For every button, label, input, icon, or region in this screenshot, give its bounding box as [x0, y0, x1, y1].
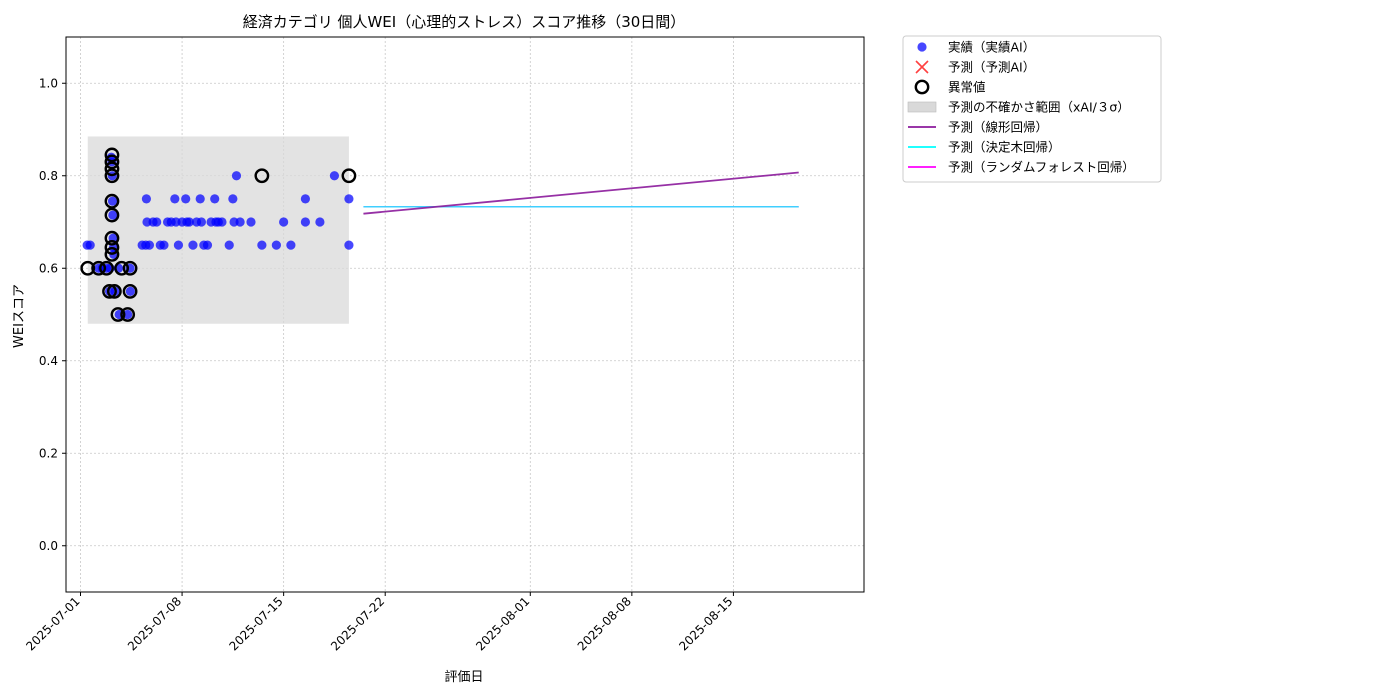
anomaly-marker	[254, 168, 270, 184]
y-tick-label: 0.4	[39, 354, 58, 368]
actual-point	[246, 217, 256, 227]
y-tick-label: 0.8	[39, 169, 58, 183]
legend-band-patch	[907, 101, 937, 113]
actual-point	[271, 240, 281, 250]
actual-point	[125, 286, 135, 296]
plot-area: 0.0 0.2 0.4 0.6 0.8 1.0 2025-07-01 2025-07-08 20…	[23, 36, 865, 653]
prediction-line-linear	[363, 171, 799, 215]
axes-frame	[65, 36, 865, 593]
anomaly-marker	[104, 193, 120, 209]
actual-point	[300, 217, 310, 227]
legend-label-tree: 予測（決定木回帰）	[948, 140, 1061, 155]
actual-point	[210, 194, 220, 204]
actual-point	[315, 217, 325, 227]
legend-label-forest: 予測（ランダムフォレスト回帰）	[948, 160, 1135, 175]
x-tick-label: 2025-07-15	[227, 594, 286, 653]
x-tick-label: 2025-07-01	[23, 594, 82, 653]
actual-point	[173, 240, 184, 250]
anomaly-marker	[104, 154, 120, 170]
actual-point	[329, 171, 340, 181]
legend-label-anomaly: 異常値	[948, 80, 986, 95]
anomaly-marker	[80, 260, 96, 276]
anomaly-marker	[122, 283, 138, 299]
actual-point	[231, 171, 242, 181]
actual-point	[217, 217, 227, 227]
actual-point	[107, 196, 118, 206]
chart-title: 経済カテゴリ 個人WEI（心理的ストレス）スコア推移（30日間）	[243, 13, 686, 31]
actual-point	[144, 240, 155, 250]
anomaly-marker	[341, 168, 357, 184]
actual-point	[202, 240, 213, 250]
actual-point	[344, 194, 354, 204]
legend-label-actual: 実績（実績AI）	[948, 40, 1035, 55]
y-tick-label: 1.0	[39, 76, 58, 90]
actual-point	[224, 240, 234, 250]
actual-point	[300, 194, 310, 204]
anomaly-marker	[91, 260, 107, 276]
actual-point	[181, 194, 191, 204]
actual-point	[257, 240, 267, 250]
actual-point	[228, 194, 238, 204]
actual-point	[188, 240, 198, 250]
actual-point	[170, 194, 180, 204]
actual-point	[152, 217, 162, 227]
actual-point	[85, 240, 95, 250]
anomaly-marker	[102, 283, 117, 299]
legend-label-predicted: 予測（予測AI）	[948, 60, 1035, 75]
actual-point	[195, 194, 205, 204]
actual-point	[108, 210, 118, 220]
y-tick-label: 0.0	[39, 539, 58, 553]
actual-point	[196, 217, 207, 227]
actual-point	[159, 240, 169, 250]
actual-point	[235, 217, 245, 227]
x-axis-label: 評価日	[444, 670, 483, 685]
anomaly-marker	[104, 168, 120, 184]
legend-actual-marker	[917, 42, 927, 52]
actual-point	[344, 240, 354, 250]
x-tick-label: 2025-08-15	[676, 594, 735, 653]
anomaly-marker	[122, 260, 138, 276]
anomaly-marker	[104, 230, 120, 246]
anomaly-marker	[106, 283, 122, 299]
anomaly-marker	[104, 207, 120, 223]
anomaly-marker	[120, 307, 136, 322]
actual-point	[184, 217, 194, 227]
anomaly-marker	[104, 161, 120, 177]
y-axis-label: WEIスコア	[12, 284, 27, 348]
anomaly-marker	[104, 147, 120, 163]
anomaly-marker	[99, 260, 114, 276]
anomaly-marker	[104, 246, 120, 262]
anomaly-marker	[114, 260, 130, 276]
x-tick-label: 2025-07-22	[328, 594, 387, 653]
x-tick-label: 2025-07-08	[125, 594, 184, 653]
actual-point	[123, 309, 133, 320]
anomaly-marker	[110, 307, 126, 322]
actual-point	[279, 217, 289, 227]
actual-point	[286, 240, 296, 250]
anomaly-marker	[104, 240, 120, 255]
y-tick-label: 0.2	[39, 446, 58, 460]
x-tick-label: 2025-08-08	[575, 594, 634, 653]
legend-predicted-marker	[915, 60, 929, 74]
legend-label-linear: 予測（線形回帰）	[948, 120, 1048, 135]
legend-label-band: 予測の不確かさ範囲（xAI/３σ）	[948, 100, 1130, 115]
x-tick-label: 2025-08-01	[473, 594, 532, 653]
actual-point	[141, 194, 152, 204]
y-tick-label: 0.6	[39, 261, 58, 275]
legend-box	[902, 35, 1162, 183]
legend-anomaly-marker	[914, 79, 930, 95]
